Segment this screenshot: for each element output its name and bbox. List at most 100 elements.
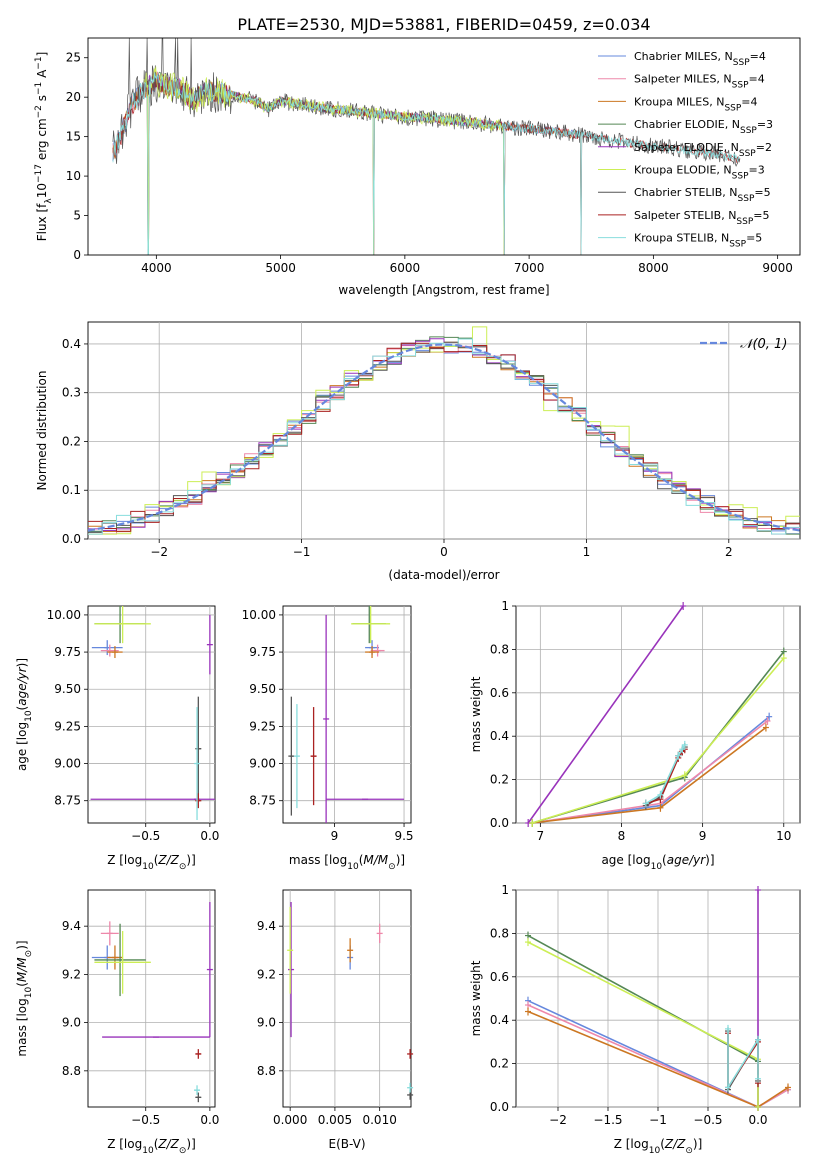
x-tick-label: 8 [618, 829, 626, 843]
y-tick-label: 9.50 [54, 682, 81, 696]
mass-weight-line [645, 744, 686, 805]
y-tick-label: 9.0 [62, 1016, 81, 1030]
y-tick-label: 0.4 [490, 729, 509, 743]
y-tick-label: 9.0 [257, 1016, 276, 1030]
y-tick-label: 9.2 [62, 967, 81, 981]
y-tick-label: 0.0 [490, 816, 509, 830]
axes-frame [282, 889, 412, 1108]
y-tick-label: 25 [66, 51, 81, 65]
x-tick-label: −2 [549, 1113, 567, 1127]
y-tick-label: 8.8 [257, 1064, 276, 1078]
mass-weight-line [532, 726, 767, 824]
mass-weight-line [727, 1028, 759, 1091]
x-tick-label: 9 [699, 829, 707, 843]
y-tick-label: 9.75 [249, 645, 276, 659]
x-tick-label: 9 [331, 829, 339, 843]
residuals-panel: −2 −1 0 1 2 0.0 0.1 0.2 0.3 0.4 𝒩(0, 1) (data-model… [35, 321, 801, 582]
x-axis-label: Z [log10(Z/Z⊙)] [107, 853, 196, 872]
legend-label: Salpeter STELIB, NSSP=5 [634, 209, 770, 227]
y-tick-label: 15 [66, 130, 81, 144]
y-tick-label: 0.3 [62, 386, 81, 400]
x-tick-label: 0 [440, 545, 448, 559]
y-tick-label: 8.75 [54, 794, 81, 808]
y-tick-label: 10 [66, 169, 81, 183]
x-tick-label: −1 [293, 545, 311, 559]
x-tick-label: −1 [649, 1113, 667, 1127]
y-tick-label: 0.8 [490, 926, 509, 940]
x-tick-label: −2 [150, 545, 168, 559]
y-tick-label: 9.75 [54, 645, 81, 659]
x-axis-label: wavelength [Angstrom, rest frame] [338, 283, 549, 297]
x-axis-label: E(B-V) [328, 1137, 365, 1151]
y-tick-label: 0.2 [490, 773, 509, 787]
y-tick-label: 9.25 [249, 719, 276, 733]
weight-vs-Z-panel: −2 −1.5 −1 −0.5 0.0 0.0 0.2 0.4 0.6 0.8 1 Z [log10(… [469, 883, 801, 1156]
mass-weight-line [527, 934, 759, 1107]
legend-label: Salpeter ELODIE, NSSP=2 [634, 141, 772, 159]
y-tick-label: 0.2 [490, 1057, 509, 1071]
histogram-step [88, 336, 800, 535]
x-tick-label: 7 [537, 829, 545, 843]
y-tick-label: 1 [501, 883, 509, 897]
y-tick-label: 9.50 [249, 682, 276, 696]
x-axis-label: age [log10(age/yr)] [601, 853, 714, 872]
y-tick-label: 0.0 [62, 532, 81, 546]
y-tick-label: 9.00 [54, 757, 81, 771]
x-tick-label: 0.0 [200, 829, 219, 843]
x-axis-label: Z [log10(Z/Z⊙)] [107, 1137, 196, 1156]
x-tick-label: 0.010 [362, 1113, 396, 1127]
y-tick-label: 1 [501, 599, 509, 613]
legend-label: Chabrier ELODIE, NSSP=3 [634, 118, 773, 136]
age-vs-mass-panel: 9 9.5 8.75 9.00 9.25 9.50 9.75 10.00 mass [log10… [242, 605, 414, 872]
y-axis-label: mass [log10(M/M⊙)] [15, 940, 34, 1056]
y-axis-label: age [log10(age/yr)] [15, 658, 34, 771]
y-tick-label: 0 [73, 248, 81, 262]
x-axis-label: mass [log10(M/M⊙)] [289, 853, 405, 872]
x-tick-label: 8000 [638, 261, 669, 275]
y-axis-label: mass weight [469, 676, 483, 752]
legend-label: Kroupa MILES, NSSP=4 [634, 95, 758, 113]
x-tick-label: 0.0 [200, 1113, 219, 1127]
y-tick-label: 9.4 [62, 919, 81, 933]
y-tick-label: 0.4 [62, 337, 81, 351]
y-tick-label: 5 [73, 209, 81, 223]
axes-frame [87, 37, 801, 256]
age-vs-Z-panel: −0.5 0.0 8.75 9.00 9.25 9.50 9.75 10.00 Z [log10… [15, 605, 219, 872]
y-tick-label: 20 [66, 90, 81, 104]
mass-weight-line [527, 941, 759, 1107]
axes-frame [515, 605, 801, 824]
x-axis-label: Z [log10(Z/Z⊙)] [614, 1137, 703, 1156]
x-tick-label: −0.5 [131, 1113, 160, 1127]
figure-title: PLATE=2530, MJD=53881, FIBERID=0459, z=0… [237, 15, 650, 34]
x-axis-label: (data-model)/error [388, 568, 499, 582]
histogram-step [88, 342, 800, 532]
x-tick-label: 2 [725, 545, 733, 559]
legend-label: Chabrier MILES, NSSP=4 [634, 50, 766, 68]
mass-vs-Z-panel: −0.5 0.0 8.8 9.0 9.2 9.4 Z [log10(Z/Z⊙)] mass [… [15, 889, 219, 1156]
x-tick-label: 6000 [390, 261, 421, 275]
x-tick-label: 5000 [265, 261, 296, 275]
normal-curve [87, 343, 801, 532]
x-tick-label: 9.5 [394, 829, 413, 843]
legend-label: Chabrier STELIB, NSSP=5 [634, 186, 771, 204]
x-tick-label: 10 [776, 829, 791, 843]
x-tick-label: 9000 [762, 261, 793, 275]
spectrum-series-line [143, 66, 505, 255]
x-tick-label: 0.000 [273, 1113, 307, 1127]
weight-vs-age-panel: 7 8 9 10 0.0 0.2 0.4 0.6 0.8 1 age [log10(age/yr)]… [469, 599, 801, 872]
axes-frame [282, 605, 412, 824]
y-tick-label: 8.75 [249, 794, 276, 808]
y-axis-label: Normed distribution [35, 371, 49, 491]
y-tick-label: 0.6 [490, 970, 509, 984]
y-axis-label: Flux [fλ10−17 erg cm−2 s−1 A−1] [34, 52, 54, 242]
y-tick-label: 0.6 [490, 686, 509, 700]
y-tick-label: 0.2 [62, 434, 81, 448]
x-tick-label: 0.0 [748, 1113, 767, 1127]
x-tick-label: −0.5 [693, 1113, 722, 1127]
spectrum-panel: 4000 5000 6000 7000 8000 9000 0 5 10 15 20 25 wavele… [34, 37, 801, 297]
y-tick-label: 0.0 [490, 1100, 509, 1114]
y-tick-label: 9.00 [249, 757, 276, 771]
histogram-step [88, 338, 800, 535]
legend-label: Kroupa STELIB, NSSP=5 [634, 232, 762, 250]
x-tick-label: −0.5 [131, 829, 160, 843]
